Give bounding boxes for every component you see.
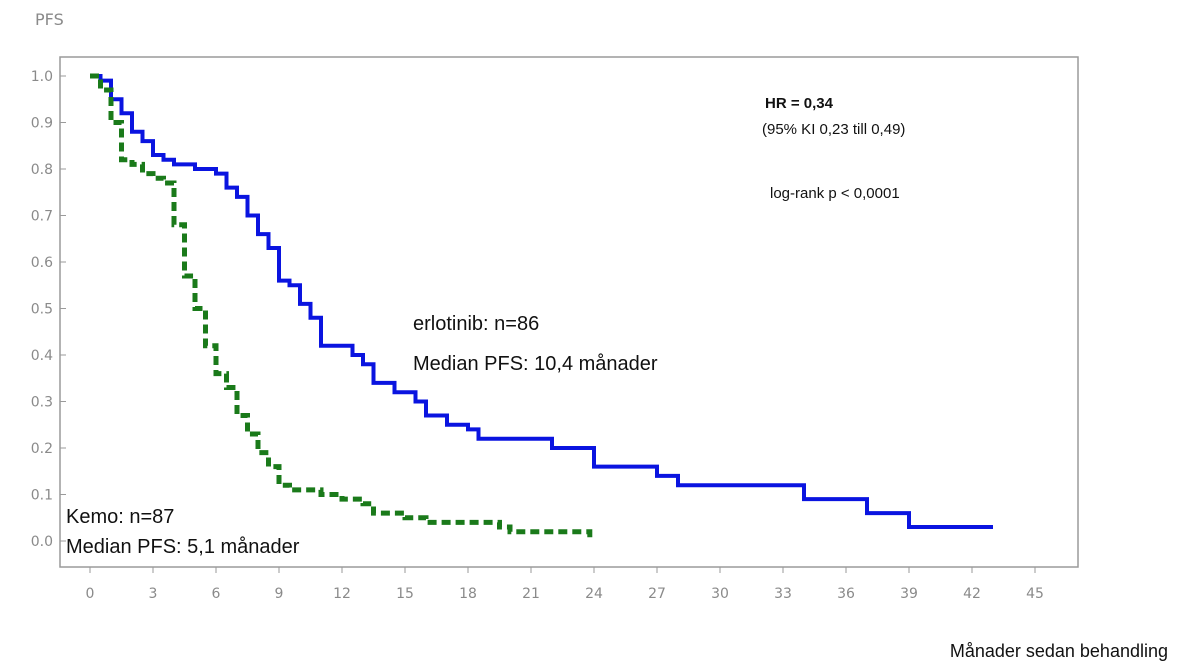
x-tick-label: 6 [212, 586, 221, 602]
y-axis: 0.0 0.1 0.2 0.3 0.4 0.5 0.6 0.7 0.8 0.9 1.0 [31, 69, 66, 550]
y-tick-label: 0.7 [31, 209, 53, 225]
erlotinib-n-label: erlotinib: n=86 [413, 313, 539, 335]
y-tick-label: 0.0 [31, 534, 53, 550]
y-tick-label: 0.9 [31, 116, 53, 132]
x-tick-label: 0 [86, 586, 95, 602]
y-axis-title: PFS [35, 10, 64, 29]
kemo-n-label: Kemo: n=87 [66, 506, 174, 528]
x-tick-label: 15 [396, 586, 414, 602]
x-tick-label: 21 [522, 586, 540, 602]
hr-label: HR = 0,34 [765, 95, 834, 112]
erlotinib-median-label: Median PFS: 10,4 månader [413, 353, 658, 375]
y-tick-label: 0.8 [31, 162, 53, 178]
x-tick-label: 30 [711, 586, 729, 602]
kemo-median-label: Median PFS: 5,1 månader [66, 536, 300, 558]
x-axis: 0 3 6 9 12 15 18 21 24 27 30 33 36 39 42 45 [86, 567, 1044, 602]
logrank-label: log-rank p < 0,0001 [770, 185, 900, 202]
x-tick-label: 12 [333, 586, 351, 602]
series-line-0 [90, 74, 993, 530]
y-tick-label: 0.5 [31, 302, 53, 318]
x-tick-label: 39 [900, 586, 918, 602]
series-line-1 [90, 73, 593, 541]
x-tick-label: 18 [459, 586, 477, 602]
y-tick-label: 0.2 [31, 441, 53, 457]
x-tick-label: 27 [648, 586, 666, 602]
hr-ci-label: (95% KI 0,23 till 0,49) [762, 121, 905, 138]
x-tick-label: 45 [1026, 586, 1044, 602]
x-axis-title: Månader sedan behandling [950, 641, 1168, 661]
x-tick-label: 42 [963, 586, 981, 602]
y-tick-label: 1.0 [31, 69, 53, 85]
y-tick-label: 0.3 [31, 395, 53, 411]
x-tick-label: 36 [837, 586, 855, 602]
series-layer [90, 73, 993, 541]
plot-frame [59, 56, 1079, 568]
x-tick-label: 33 [774, 586, 792, 602]
x-tick-label: 3 [149, 586, 158, 602]
x-tick-label: 9 [275, 586, 284, 602]
x-tick-label: 24 [585, 586, 603, 602]
y-tick-label: 0.1 [31, 488, 53, 504]
y-tick-label: 0.4 [31, 348, 53, 364]
y-tick-label: 0.6 [31, 255, 53, 271]
